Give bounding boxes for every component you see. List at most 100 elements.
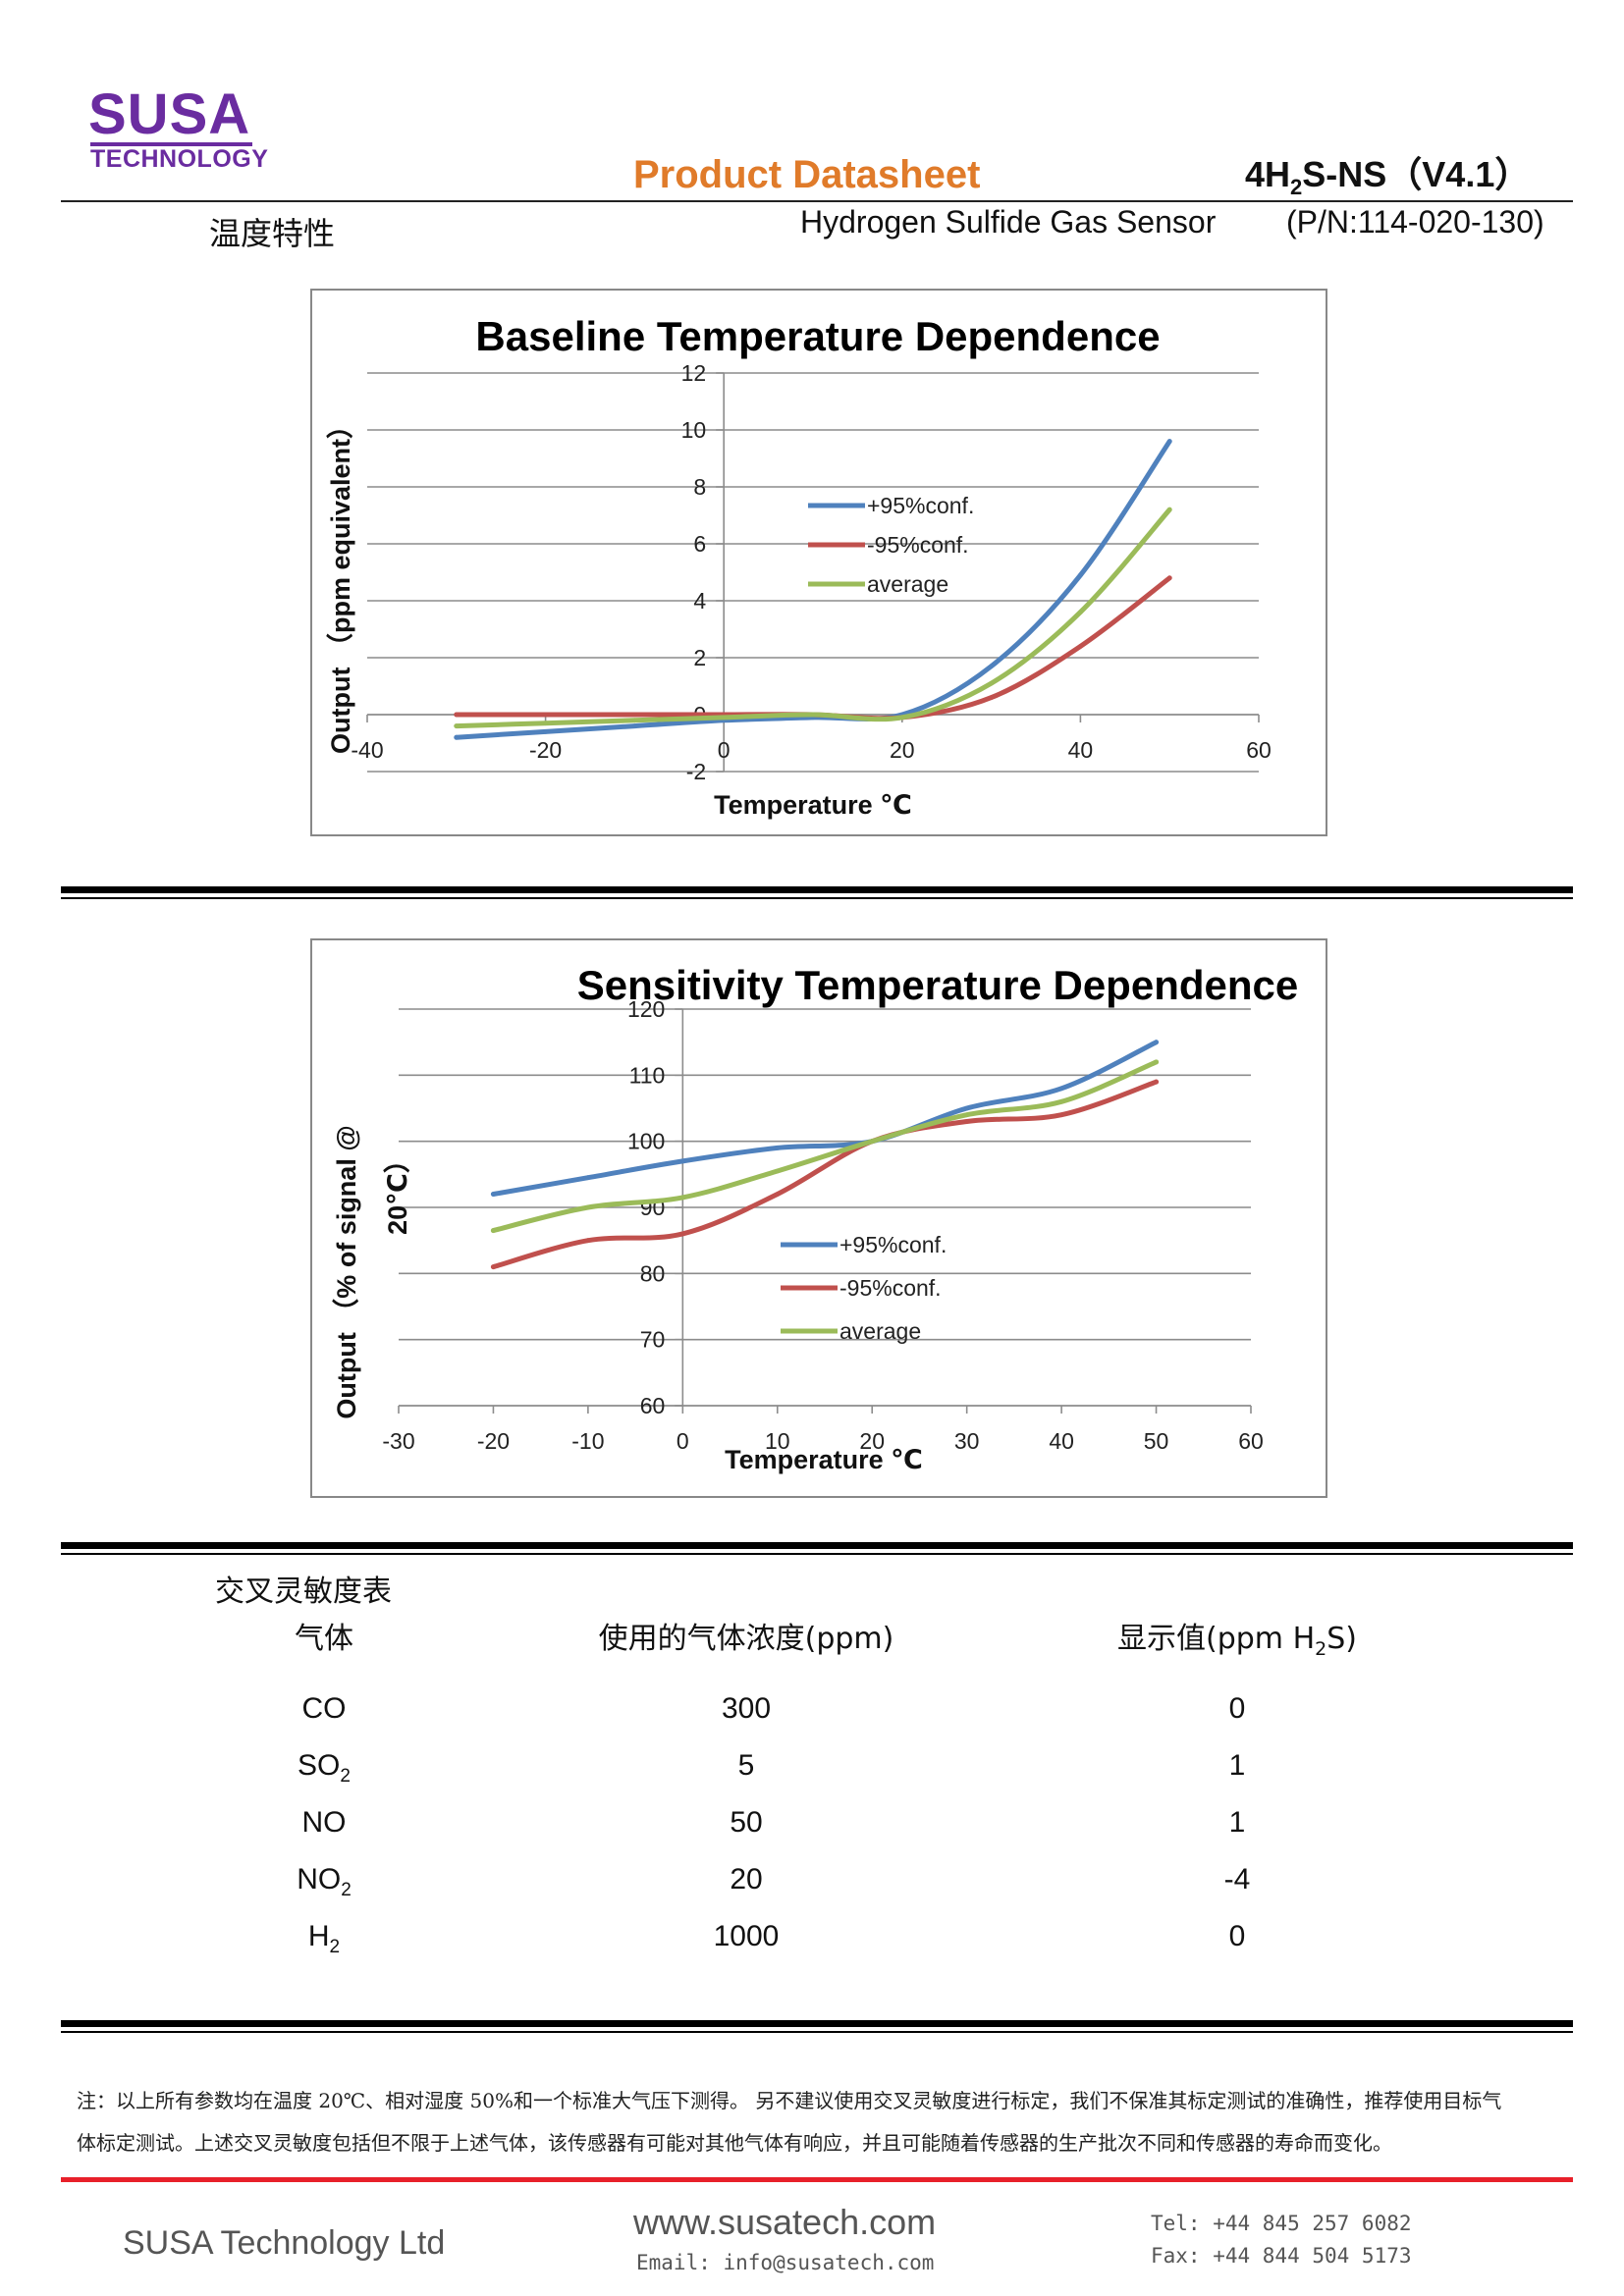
y-tick-label: 8 [693, 474, 706, 500]
series-line [490, 1040, 1160, 1197]
legend-label: -95%conf. [867, 532, 969, 558]
table-cell-gas: H2 [226, 1920, 422, 1957]
telephone: Tel: +44 845 257 6082 [1151, 2212, 1412, 2235]
y-axis-title-line-1: Output （% of signal @ [332, 1125, 361, 1418]
data-point [454, 734, 460, 740]
data-point [989, 664, 994, 669]
legend-label: +95%conf. [839, 1232, 947, 1257]
data-point [543, 721, 548, 726]
website-link[interactable]: www.susatech.com [633, 2202, 937, 2242]
gas-subscript: 2 [341, 1880, 352, 1900]
data-point [1078, 610, 1083, 614]
logo-subtitle: TECHNOLOGY [90, 145, 269, 173]
data-point [810, 712, 816, 718]
section-divider-thin [61, 897, 1573, 899]
x-axis-title: Temperature ℃ [714, 790, 912, 820]
series-line [454, 507, 1172, 729]
model-prefix: 4H [1245, 154, 1291, 194]
data-point [679, 1158, 685, 1164]
data-point [1058, 1086, 1064, 1092]
y-tick-label: 6 [693, 531, 706, 557]
x-tick-label: 0 [718, 737, 731, 763]
chart-title: Sensitivity Temperature Dependence [577, 962, 1298, 1008]
data-point [454, 723, 460, 728]
series-line [454, 439, 1172, 740]
logo-divider [90, 142, 252, 146]
sensitivity-chart: 60 70 80 90 100 110 120 -30 -20 -10 0 10 20 30 40 50 60 +… [310, 938, 1327, 1498]
data-point [543, 712, 548, 718]
y-tick-label: 80 [640, 1260, 666, 1286]
data-point [632, 723, 637, 728]
data-point [1078, 644, 1083, 649]
gas-subscript: 2 [340, 1766, 351, 1787]
table-cell-display-value: 1 [1228, 1749, 1246, 1782]
data-point [1154, 1079, 1159, 1085]
data-point [491, 1192, 496, 1197]
series-line [490, 1079, 1160, 1270]
email-link[interactable]: Email: info@susatech.com [636, 2251, 935, 2274]
table-cell-gas: CO [226, 1694, 422, 1724]
legend-label: average [839, 1318, 921, 1344]
data-point [543, 729, 548, 734]
baseline-chart: -2 0 2 4 6 8 10 12 -40 -20 0 20 40 60 +95%conf. -95%con… [310, 289, 1327, 836]
data-point [632, 712, 637, 718]
y-tick-label: -2 [686, 759, 706, 784]
x-tick-label: -20 [477, 1428, 510, 1454]
note-line-2: 体标定测试。上述交叉灵敏度包括但不限于上述气体，该传感器有可能对其他气体有响应，… [77, 2131, 1392, 2155]
table-cell-concentration: 1000 [713, 1920, 780, 1952]
y-tick-label: 12 [681, 360, 707, 386]
legend-label: -95%conf. [839, 1275, 942, 1301]
x-tick-label: 60 [1238, 1428, 1264, 1454]
section-divider-thin [61, 2031, 1573, 2033]
data-point [491, 1264, 496, 1269]
x-tick-label: 40 [1049, 1428, 1074, 1454]
table-cell-concentration: 50 [730, 1806, 763, 1839]
x-tick-label: 20 [890, 737, 915, 763]
legend-label: average [867, 571, 948, 597]
x-tick-label: 60 [1246, 737, 1272, 763]
data-point [775, 1168, 781, 1174]
gas-subscript: 2 [329, 1937, 341, 1957]
gas-formula: NO [297, 1863, 342, 1896]
logo-wordmark: SUSA [88, 82, 251, 146]
y-tick-label: 120 [627, 996, 665, 1022]
data-point [585, 1175, 591, 1181]
data-point [989, 680, 994, 686]
y-tick-label: 100 [627, 1129, 665, 1154]
table-cell-gas: SO2 [226, 1749, 422, 1787]
data-point [585, 1204, 591, 1210]
x-tick-label: -20 [529, 737, 562, 763]
data-point [964, 1119, 970, 1124]
data-point [721, 715, 727, 721]
display-header-prefix: 显示值(ppm H [1117, 1622, 1316, 1656]
table-cell-gas: NO [226, 1808, 422, 1838]
data-point [585, 1238, 591, 1244]
x-tick-label: 10 [765, 1428, 790, 1454]
note-line-1: 注：以上所有参数均在温度 20℃、相对湿度 50%和一个标准大气压下测得。 另不… [77, 2089, 1502, 2112]
y-tick-label: 60 [640, 1393, 666, 1418]
y-tick-label: 70 [640, 1327, 666, 1353]
header-rule [61, 200, 1573, 202]
x-tick-label: 30 [954, 1428, 980, 1454]
x-tick-label: 50 [1144, 1428, 1169, 1454]
y-tick-label: 2 [693, 645, 706, 670]
column-header-concentration: 使用的气体浓度(ppm) [598, 1622, 894, 1656]
table-cell-display-value: -4 [1223, 1863, 1251, 1896]
x-tick-label: 0 [677, 1428, 689, 1454]
table-cell-display-value: 0 [1228, 1920, 1246, 1952]
y-tick-label: 10 [681, 417, 707, 443]
data-point [679, 1231, 685, 1237]
gas-formula: H [307, 1920, 330, 1952]
footer-rule [61, 2177, 1573, 2182]
column-header-gas: 气体 [295, 1622, 353, 1656]
section-divider-thick [61, 886, 1573, 893]
model-number: 4H2S-NS（V4.1） [1245, 157, 1530, 198]
table-title: 交叉灵敏度表 [215, 1575, 392, 1609]
gas-formula: SO [298, 1749, 341, 1782]
section-title: 温度特性 [209, 215, 336, 252]
section-divider-thick [61, 2020, 1573, 2027]
table-cell-concentration: 300 [721, 1692, 772, 1725]
y-axis-title-line-2: 20℃） [383, 1147, 412, 1235]
y-tick-label: 4 [693, 588, 706, 614]
